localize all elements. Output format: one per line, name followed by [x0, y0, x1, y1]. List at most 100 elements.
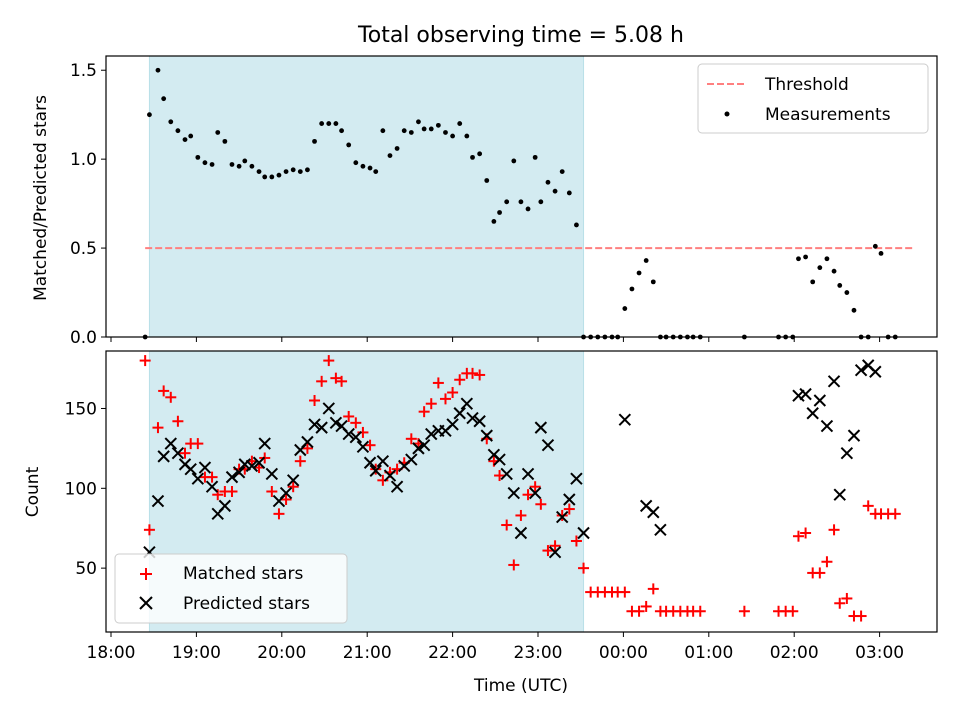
bottom-legend-box: [114, 553, 348, 624]
predicted-star-point: [301, 435, 314, 449]
matched-star-point: [563, 503, 575, 515]
measurement-point: [215, 130, 221, 135]
matched-star-point: [192, 438, 204, 450]
measurement-point: [283, 169, 289, 175]
bottom-panel: 50 100 150 18:00 19:00 20:00 21:00 22:00 23:00 0…: [23, 350, 938, 696]
measurement-point: [443, 130, 448, 135]
predicted-star-point: [534, 421, 548, 434]
predicted-star-mark-b: [265, 467, 279, 481]
measurement-point: [188, 133, 194, 139]
measurement-point: [872, 243, 878, 249]
matched-star-point: [738, 605, 750, 617]
matched-star-point: [494, 470, 506, 482]
predicted-star-point: [500, 467, 513, 481]
matched-star-point: [336, 375, 348, 387]
x-tick-label: 23:00: [514, 643, 563, 663]
predicted-star-mark-b: [315, 421, 328, 434]
predicted-star-mark-b: [198, 461, 212, 474]
predicted-star-point: [349, 431, 363, 444]
matched-star-point: [172, 415, 184, 427]
measurement-point: [878, 251, 884, 256]
predicted-star-point: [827, 375, 841, 388]
predicted-star-point: [453, 407, 466, 420]
measurement-point: [837, 283, 843, 288]
predicted-star-point: [563, 493, 576, 506]
predicted-star-mark-b: [417, 438, 431, 452]
predicted-star-point: [252, 456, 266, 469]
predicted-star-point: [286, 474, 300, 487]
predicted-star-mark-b: [218, 499, 232, 513]
predicted-star-point: [198, 461, 212, 474]
predicted-star-mark-b: [493, 453, 506, 466]
matched-star-point: [405, 433, 417, 445]
predicted-star-mark-b: [563, 493, 576, 506]
measurement-point: [222, 138, 228, 144]
axes-frame: [105, 350, 938, 633]
predicted-star-mark-b: [369, 464, 382, 477]
matched-star-point: [549, 540, 561, 552]
measurement-point: [290, 167, 296, 173]
matched-star-point: [787, 605, 799, 617]
y-tick-label: 150: [65, 399, 97, 419]
predicted-star-point: [151, 494, 165, 508]
matched-star-point: [508, 559, 520, 571]
measurement-point: [574, 222, 579, 228]
top-y-ticks: 0.0 0.5 1.0 1.5: [70, 61, 106, 348]
y-tick-label: 1.5: [70, 61, 97, 81]
predicted-star-point: [541, 438, 555, 452]
matched-star-point: [323, 355, 335, 367]
matched-star-point: [862, 500, 874, 512]
top-legend-box: [697, 63, 929, 134]
top-x-ticks: [110, 337, 881, 342]
matched-star-point: [294, 455, 306, 467]
x-tick-label: 03:00: [855, 643, 904, 663]
predicted-star-mark-b: [521, 467, 535, 481]
matched-star-point: [152, 422, 164, 434]
matched-star-point: [828, 524, 840, 536]
matched-star-point: [206, 471, 218, 483]
matched-star-point: [889, 508, 901, 520]
measurements-legend-swatch: [724, 111, 730, 117]
measurement-point: [209, 162, 215, 167]
matched-star-point: [633, 605, 645, 617]
predicted-star-mark-b: [279, 486, 293, 500]
measurement-point: [236, 163, 242, 169]
x-tick-label: 18:00: [87, 643, 136, 663]
predicted-star-mark-b: [528, 486, 542, 500]
matched-star-point: [694, 605, 706, 617]
matched-star-point: [350, 417, 362, 429]
predicted-star-point: [322, 402, 335, 415]
matched-star-point: [266, 486, 278, 497]
matched-star-point: [800, 527, 812, 539]
matched-star-point: [158, 385, 170, 397]
predicted-star-mark-b: [245, 459, 259, 473]
matched-star-point: [143, 524, 155, 536]
predicted-star-mark-b: [827, 375, 841, 388]
predicted-star-mark-b: [466, 411, 479, 425]
predicted-star-point: [833, 488, 846, 501]
predicted-star-point: [157, 450, 170, 463]
measurement-point: [401, 128, 407, 134]
measurement-point: [525, 206, 531, 212]
predicted-star-mark-b: [453, 407, 466, 420]
matched-star-point: [418, 406, 430, 418]
measurement-point: [269, 174, 275, 180]
matched-star-point: [439, 393, 451, 405]
bottom-legend: Matched stars Predicted stars: [114, 553, 348, 624]
predicted-star-mark-b: [258, 437, 271, 450]
predicted-star-point: [363, 456, 377, 469]
predicted-star-mark-b: [329, 416, 343, 430]
measurement-point: [249, 163, 255, 169]
measurement-point: [450, 133, 455, 139]
measurement-point: [518, 199, 524, 205]
predicted-star-point: [164, 437, 177, 450]
measurement-point: [650, 279, 656, 285]
predicted-star-point: [869, 365, 882, 378]
matched-star-point: [330, 372, 342, 384]
predicted-star-mark-b: [618, 413, 632, 426]
predicted-star-mark-b: [184, 462, 197, 476]
predicted-star-point: [847, 429, 861, 442]
predicted-star-point: [577, 526, 590, 540]
measurement-point: [421, 126, 427, 132]
predicted-star-point: [555, 510, 569, 524]
